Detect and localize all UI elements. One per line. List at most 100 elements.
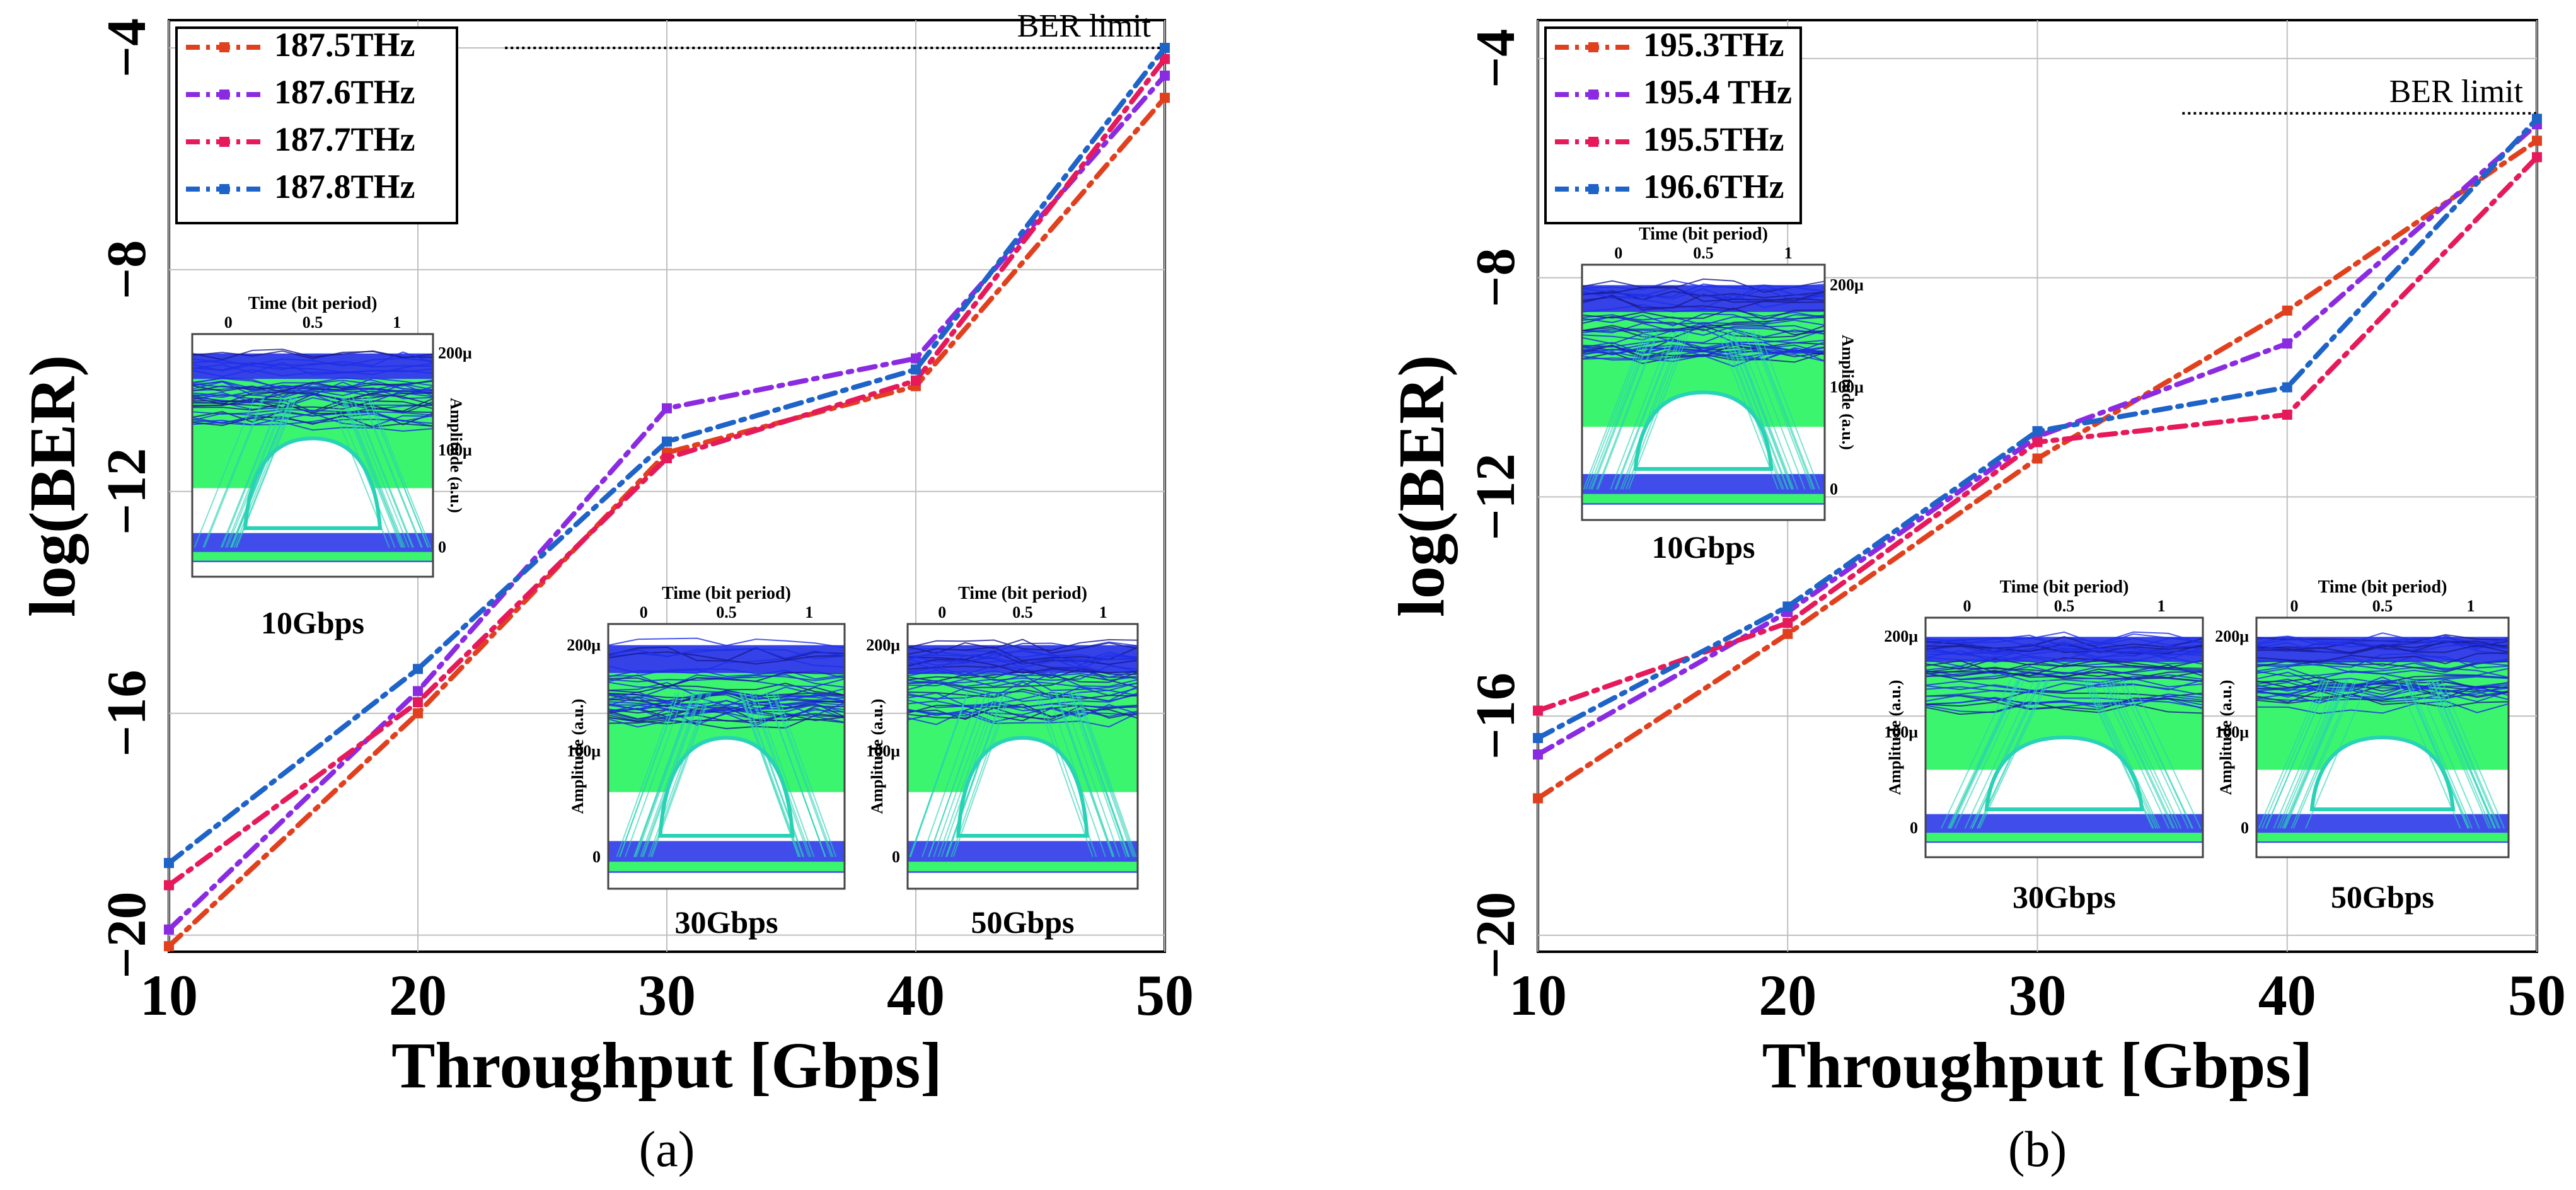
- eye-crossing-trace: [739, 692, 800, 857]
- eye-inset-30Gbps: Time (bit period) 0 0.5 1 Amplitude (a.u.) 20…: [567, 584, 846, 940]
- eye-crossing-trace: [1610, 330, 1672, 490]
- series-point: [1782, 618, 1793, 628]
- eye-trace: [1925, 645, 2203, 659]
- eye-crossing-trace: [2265, 679, 2330, 829]
- eye-crossing-trace: [634, 692, 695, 857]
- eye-trace: [608, 690, 845, 702]
- series-point: [1533, 749, 1543, 760]
- eye-crossing-trace: [1950, 679, 2021, 829]
- eye-crossing-trace: [2440, 679, 2505, 829]
- inset-amp-title: Amplitude (a.u.): [447, 398, 465, 513]
- inset-amp-tick: 200μ: [866, 636, 900, 654]
- eye-crossing-trace: [2290, 679, 2355, 829]
- inset-axis-title: Time (bit period): [248, 294, 378, 313]
- x-tick-label: 10: [140, 963, 198, 1027]
- eye-trace: [192, 362, 434, 376]
- eye-trace: [907, 674, 1138, 691]
- eye-trace: [1925, 636, 2203, 649]
- eye-crossing-trace: [2283, 679, 2348, 829]
- eye-trace: [1581, 315, 1825, 326]
- eye-trace: [2256, 691, 2509, 702]
- eye-crossing-trace: [1732, 330, 1794, 490]
- inset-time-tick: 0.5: [2372, 597, 2393, 615]
- legend-swatch-marker: [1588, 42, 1598, 52]
- inset-rate-label: 10Gbps: [1652, 529, 1755, 565]
- inset-amp-tick: 200μ: [438, 344, 472, 362]
- eye-crossing-trace: [749, 692, 810, 857]
- eye-crossing-trace: [2273, 679, 2338, 829]
- panel-caption: (b): [2008, 1122, 2067, 1177]
- inset-time-tick: 1: [393, 313, 401, 332]
- inset-amp-title: Amplitude (a.u.): [569, 699, 587, 814]
- y-tick-label: −16: [1465, 673, 1527, 760]
- eye-crossing-trace: [937, 692, 996, 857]
- series-point: [413, 708, 423, 719]
- inset-amp-tick: 0: [438, 538, 446, 557]
- x-tick-label: 20: [389, 963, 447, 1027]
- eye-trace: [2256, 690, 2509, 704]
- eye-trace: [907, 705, 1138, 720]
- eye-trace: [2256, 661, 2509, 673]
- inset-time-tick: 0: [938, 603, 946, 621]
- eye-trace: [1925, 671, 2203, 681]
- eye-trace: [2256, 693, 2509, 708]
- x-tick-label: 30: [638, 963, 696, 1027]
- legend-entry-label: 187.7THz: [274, 120, 415, 158]
- eye-crossing-trace: [1075, 692, 1134, 857]
- legend-swatch-marker: [1588, 137, 1598, 147]
- eye-crossing-trace: [2088, 679, 2159, 829]
- eye-trace: [1581, 324, 1825, 335]
- series-point: [413, 697, 423, 708]
- eye-trace: [608, 648, 845, 659]
- eye-crossing-trace: [1625, 330, 1687, 490]
- inset-amp-tick: 0: [592, 848, 601, 866]
- series-line-187.5THz: [166, 95, 1167, 949]
- eye-crossing-trace: [2118, 679, 2189, 829]
- eye-crossing-trace: [1628, 330, 1690, 490]
- eye-crossing-trace: [650, 692, 710, 857]
- eye-trace: [608, 696, 845, 713]
- eye-opening: [1633, 390, 1774, 471]
- eye-crossing-trace: [2261, 679, 2326, 829]
- eye-crossing-trace: [1726, 330, 1788, 490]
- inset-time-tick: 0: [224, 313, 233, 332]
- eye-trace: [907, 703, 1138, 720]
- eye-trace: [608, 646, 845, 662]
- eye-trace: [907, 686, 1138, 702]
- inset-amp-tick: 200μ: [2215, 627, 2249, 645]
- inset-rate-label: 50Gbps: [971, 904, 1075, 940]
- eye-trace: [907, 678, 1138, 691]
- eye-trace: [1581, 284, 1825, 299]
- inset-amp-tick: 200μ: [1830, 276, 1864, 294]
- eye-trace: [907, 688, 1138, 700]
- eye-trace: [1581, 330, 1825, 345]
- eye-trace: [2256, 663, 2509, 678]
- eye-baseline: [192, 552, 433, 561]
- eye-crossing-trace: [2089, 679, 2161, 829]
- eye-crossing-trace: [1721, 330, 1783, 490]
- eye-crossing-trace: [1591, 330, 1654, 490]
- eye-trace: [907, 638, 1138, 651]
- eye-crossing-trace: [618, 692, 679, 857]
- eye-crossing-trace: [236, 396, 297, 548]
- y-axis-label: log(BER): [16, 355, 89, 617]
- eye-inset-30Gbps: Time (bit period) 0 0.5 1 Amplitude (a.u.) 20…: [1884, 577, 2204, 915]
- eye-trace: [2256, 638, 2509, 651]
- eye-trace: [608, 669, 845, 680]
- eye-crossing-trace: [233, 396, 295, 548]
- series-point: [2032, 426, 2043, 437]
- eye-trace: [1925, 631, 2203, 645]
- eye-baseline: [908, 862, 1138, 872]
- eye-crossing-trace: [741, 692, 801, 857]
- eye-crossing-trace: [2111, 679, 2182, 829]
- eye-crossing-trace: [946, 692, 1005, 857]
- eye-crossing-trace: [1970, 679, 2040, 829]
- eye-crossing-trace: [624, 692, 685, 857]
- x-axis-label: Throughput [Gbps]: [1762, 1029, 2313, 1102]
- eye-trace: [1925, 657, 2203, 670]
- eye-frame: [2255, 616, 2510, 858]
- eye-crossing-trace: [640, 692, 700, 857]
- eye-trace: [608, 703, 845, 720]
- eye-inset-10Gbps: Time (bit period) 0 0.5 1 Amplitude (a.u.) 20…: [191, 294, 472, 640]
- eye-crossing-trace: [648, 692, 708, 857]
